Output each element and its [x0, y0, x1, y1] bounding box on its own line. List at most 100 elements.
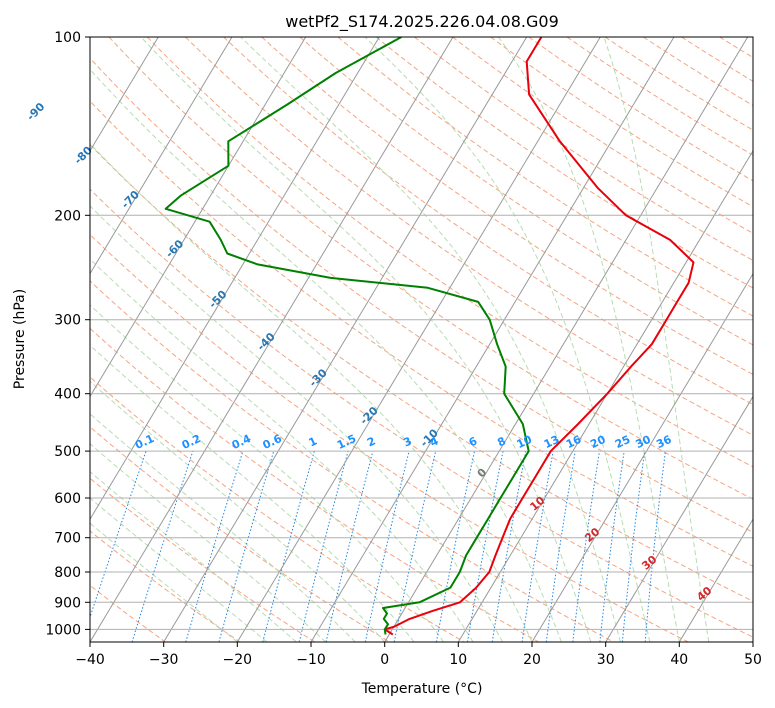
dry-adiabat — [90, 327, 540, 642]
mixing-ratio-label: 3 — [401, 434, 413, 449]
mixing-ratio-line — [521, 451, 554, 642]
moist-adiabat-label: 0 — [475, 466, 490, 481]
y-tick-label: 800 — [54, 565, 81, 581]
mixing-ratio-line — [644, 451, 666, 642]
mixing-ratio-label: 1.5 — [335, 432, 358, 452]
dry-adiabat — [681, 37, 753, 82]
background-lines — [0, 37, 775, 642]
moist-adiabat — [90, 471, 297, 642]
dry-adiabat — [223, 37, 753, 406]
moist-adiabat — [90, 258, 474, 642]
mixing-ratio-label: 20 — [588, 433, 608, 451]
mixing-ratio-line — [298, 450, 349, 642]
dry-adiabat — [90, 100, 753, 567]
mixing-ratio-line — [262, 450, 315, 642]
x-axis-label: Temperature (°C) — [361, 681, 483, 697]
moist-adiabat — [90, 304, 445, 642]
dry-adiabat — [90, 477, 315, 642]
moist-adiabat-label: -20 — [358, 404, 381, 427]
dry-adiabat — [108, 37, 753, 500]
x-tick-label: −20 — [223, 652, 253, 668]
mixing-ratio-line — [131, 450, 194, 642]
x-tick-label: 10 — [449, 652, 467, 668]
x-tick-label: −30 — [149, 652, 179, 668]
mixing-ratio-label: 36 — [654, 433, 674, 451]
mixing-ratio-line — [364, 450, 410, 642]
isotherm — [90, 37, 454, 642]
y-axis: 100 200 300 400 500 600 700 800 900 1000 — [45, 30, 90, 638]
mixing-ratio-line — [572, 451, 600, 642]
dry-adiabat — [414, 37, 753, 261]
isotherm — [163, 37, 528, 642]
moist-adiabat — [90, 205, 503, 642]
mixing-ratio-line — [218, 450, 275, 642]
y-axis-label: Pressure (hPa) — [12, 289, 28, 389]
dry-adiabat — [643, 37, 753, 107]
mixing-ratio-label: 0.1 — [133, 432, 156, 452]
temperature-profile — [383, 37, 695, 636]
moist-adiabat — [90, 344, 415, 642]
dry-adiabat — [146, 37, 753, 468]
x-tick-label: 30 — [597, 652, 615, 668]
isotherm — [457, 149, 753, 642]
x-tick-label: 20 — [523, 652, 541, 668]
moist-adiabat-label: -40 — [255, 330, 278, 353]
dry-adiabat — [719, 37, 753, 59]
moist-adiabat — [364, 37, 651, 642]
dry-adiabat — [375, 37, 753, 289]
dry-adiabat-label: 40 — [694, 584, 714, 604]
dry-adiabat — [452, 37, 753, 234]
profile-lines — [164, 37, 695, 636]
x-tick-label: 40 — [670, 652, 688, 668]
y-tick-label: 400 — [54, 387, 81, 403]
mixing-ratio-label: 0.6 — [261, 432, 284, 452]
dry-adiabat-label: 20 — [582, 525, 602, 545]
moist-adiabat — [140, 37, 592, 642]
isotherm — [0, 37, 11, 642]
moist-adiabat-label: -30 — [307, 366, 330, 389]
dry-adiabat — [90, 280, 614, 642]
pressure-gridlines — [90, 37, 753, 630]
y-tick-label: 500 — [54, 444, 81, 460]
dry-adiabat — [90, 426, 390, 642]
dry-adiabat — [566, 37, 753, 156]
dry-adiabat — [337, 37, 753, 317]
dry-adiabat — [758, 37, 775, 642]
mixing-ratio-label: 13 — [542, 433, 561, 451]
dry-adiabat — [90, 143, 753, 602]
moist-adiabat — [90, 497, 268, 642]
mixing-ratio-label: 16 — [564, 433, 584, 451]
x-tick-label: −10 — [296, 652, 326, 668]
mixing-ratio-label: 0.2 — [180, 432, 203, 452]
moist-adiabat-label: -70 — [119, 188, 142, 211]
dry-adiabat — [90, 233, 689, 642]
plot-frame — [89, 36, 754, 643]
moist-adiabat — [90, 142, 533, 642]
moist-adiabat — [240, 37, 621, 642]
y-tick-label: 1000 — [45, 622, 81, 638]
moist-adiabat — [90, 522, 238, 642]
mixing-ratio-label: 30 — [634, 433, 654, 451]
mixing-ratio-label: 10 — [515, 433, 535, 451]
y-tick-label: 700 — [54, 531, 81, 547]
y-tick-label: 600 — [54, 491, 81, 507]
mixing-ratio-line — [325, 450, 374, 642]
isotherm — [90, 37, 159, 152]
mixing-ratio-line — [185, 450, 244, 642]
dry-adiabat — [90, 530, 241, 642]
x-tick-label: 0 — [380, 652, 389, 668]
mixing-ratio-label: 0.4 — [230, 432, 253, 452]
dry-adiabat-label: 30 — [639, 553, 659, 573]
moist-adiabat-label: -60 — [163, 237, 186, 260]
dry-adiabat — [299, 37, 753, 346]
moist-adiabat-label: -100 — [0, 56, 1, 85]
y-tick-label: 300 — [54, 313, 81, 329]
moist-adiabat — [90, 443, 327, 642]
x-tick-label: −40 — [75, 652, 105, 668]
dry-adiabat — [90, 376, 465, 642]
y-tick-label: 200 — [54, 208, 81, 224]
x-tick-label: 50 — [744, 652, 762, 668]
isotherm — [384, 37, 749, 642]
y-tick-label: 100 — [54, 30, 81, 46]
mixing-ratio-label: 1 — [307, 434, 319, 449]
